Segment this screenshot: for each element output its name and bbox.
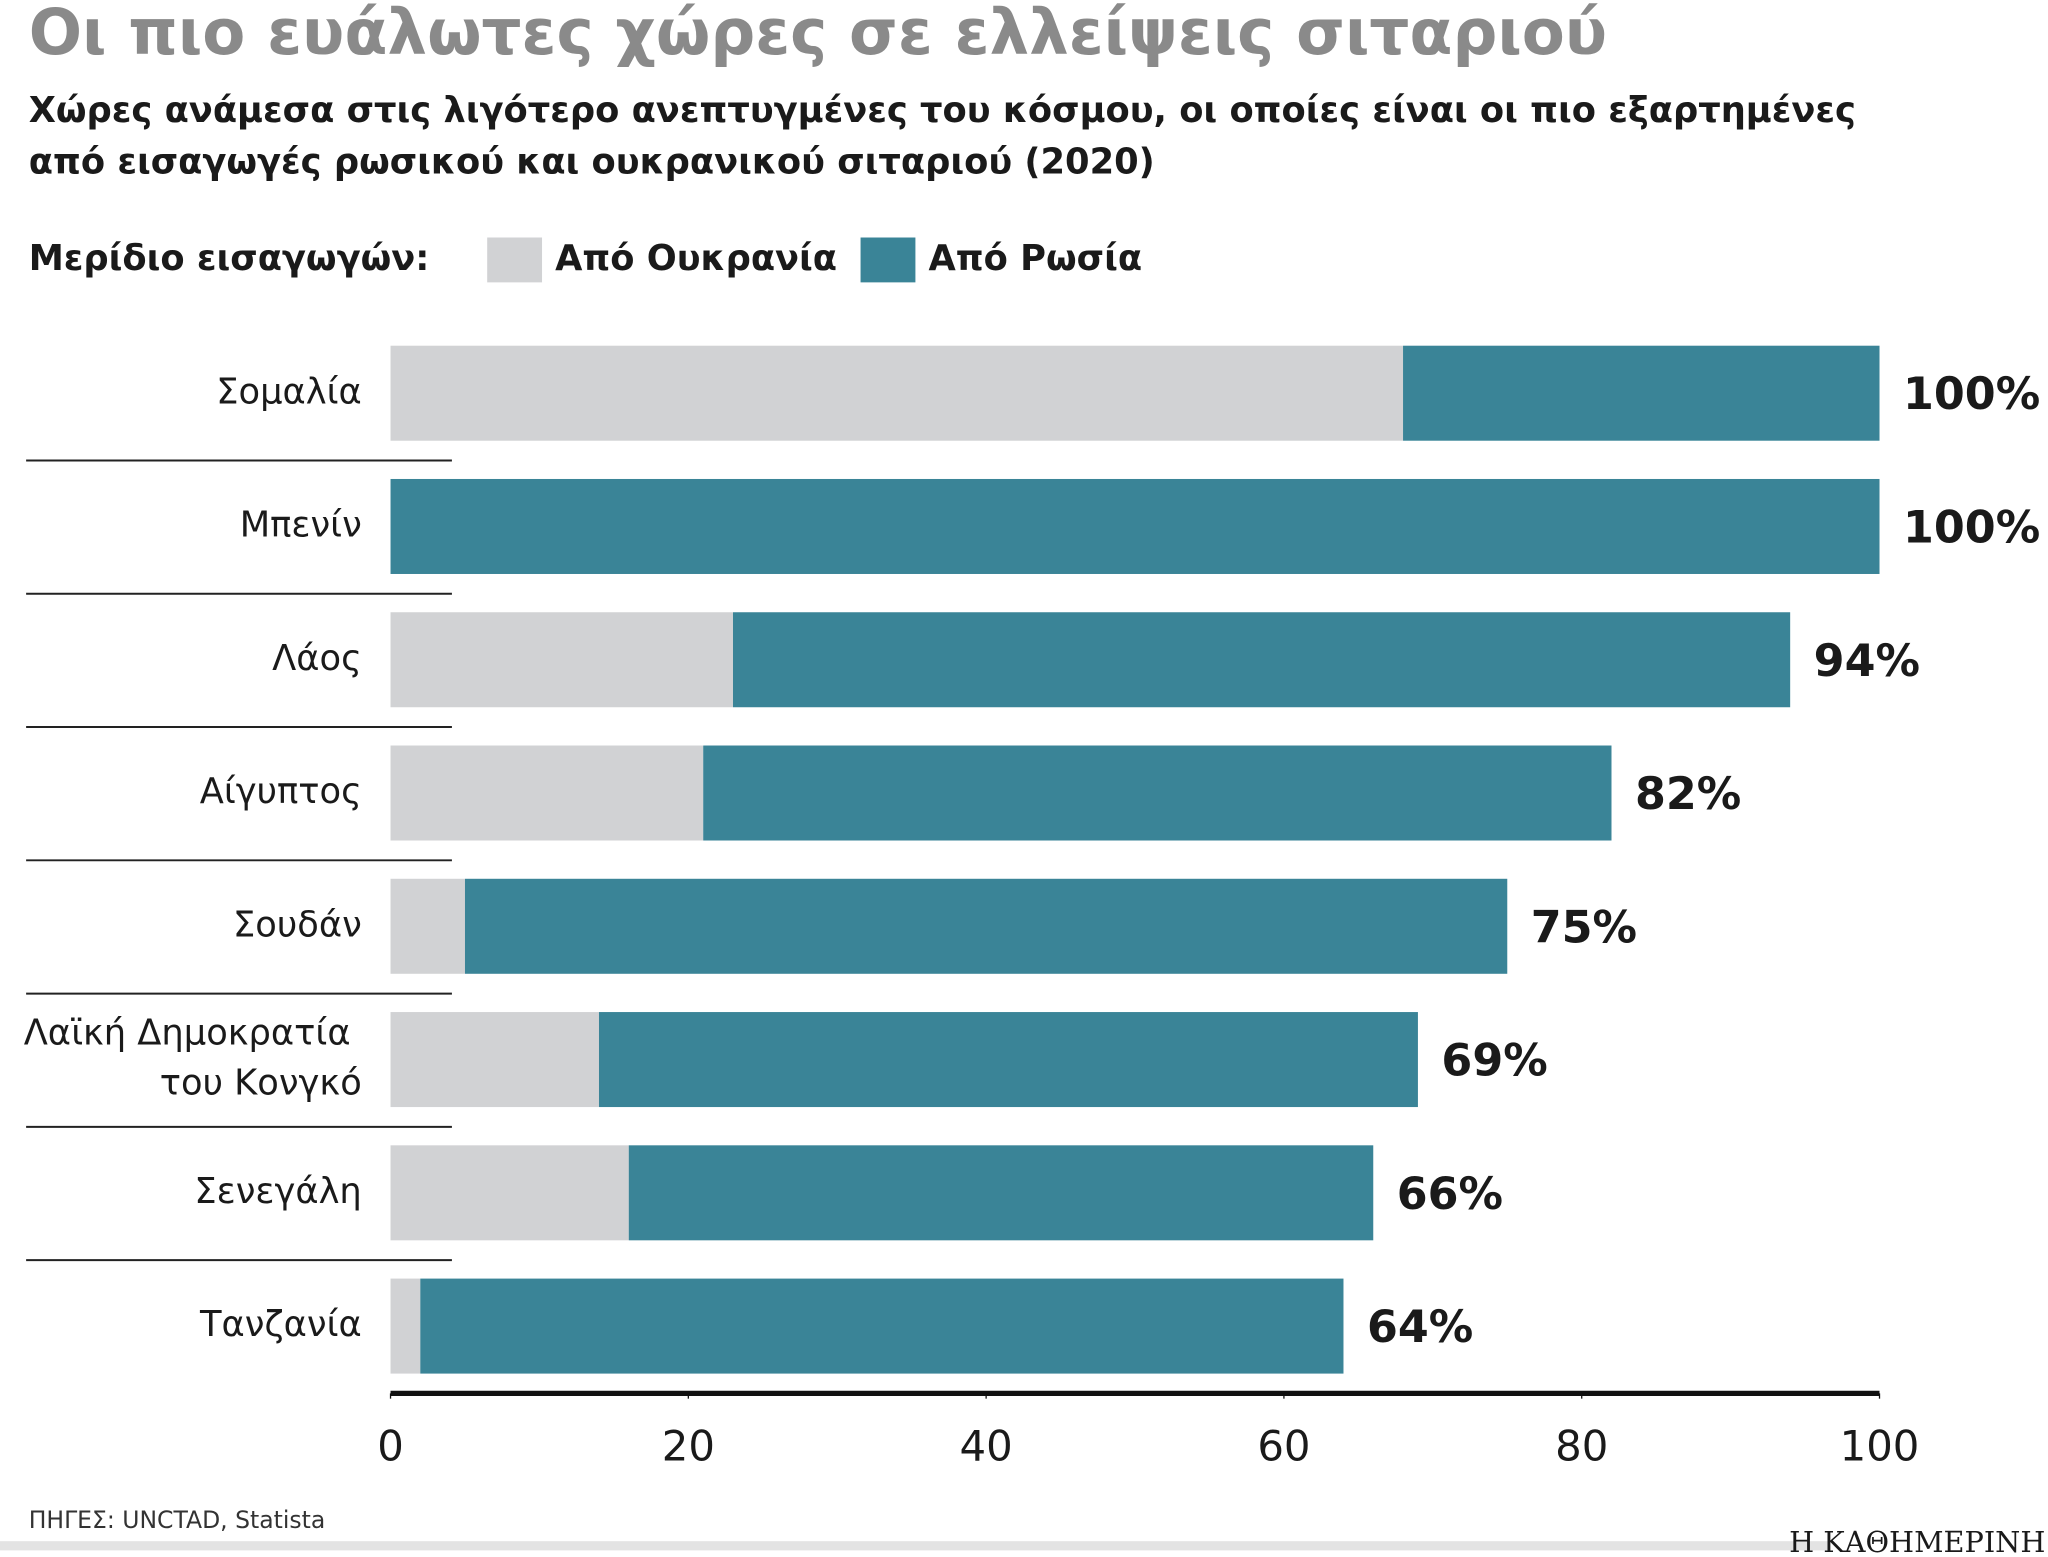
x-tick-label: 80 [1555,1421,1608,1470]
category-label: Σουδάν [233,904,362,945]
legend-title: Μερίδιο εισαγωγών: [29,238,430,279]
total-label: 82% [1635,768,1741,820]
bar-segment [390,745,704,841]
footer-bar [0,1541,1829,1551]
bar-segment [390,345,1404,441]
x-tick-label: 60 [1257,1421,1310,1470]
bar-segment [628,1145,1374,1241]
bar-segment [732,612,1791,708]
total-label: 100% [1903,501,2040,553]
bar-segment [598,1012,1418,1108]
bar-segment [390,1012,599,1108]
subtitle: από εισαγωγές ρωσικού και ουκρανικού σιτ… [29,142,1155,183]
legend-label: Από Ουκρανία [555,238,837,279]
publisher: Η ΚΑΘΗΜΕΡΙΝΗ [1789,1525,2045,1557]
category-label: Τανζανία [199,1304,362,1345]
total-label: 94% [1814,635,1920,687]
bar-segment [390,1278,421,1374]
total-label: 100% [1903,368,2040,420]
bar-segment [420,1278,1344,1374]
category-label: Λαϊκή Δημοκρατία του Κονγκό [24,1012,362,1103]
source: ΠΗΓΕΣ: UNCTAD, Statista [29,1506,326,1534]
total-label: 66% [1397,1168,1503,1220]
legend-swatch [860,237,916,283]
bar-segment [390,612,733,708]
category-label: Σενεγάλη [194,1171,361,1212]
legend-swatch [487,237,543,283]
x-tick-label: 20 [662,1421,715,1470]
total-label: 75% [1531,901,1637,953]
bar-segment [390,878,465,974]
bar-segment [390,478,1880,574]
x-tick-label: 100 [1840,1421,1920,1470]
chart-title: Οι πιο ευάλωτες χώρες σε ελλείψεις σιταρ… [29,0,1607,69]
legend-label: Από Ρωσία [928,238,1142,279]
category-label: Μπενίν [240,504,362,545]
category-label: Αίγυπτος [200,771,362,812]
subtitle: Χώρες ανάμεσα στις λιγότερο ανεπτυγμένες… [29,90,1856,131]
bar-segment [464,878,1508,974]
total-label: 69% [1441,1034,1547,1086]
x-tick-label: 40 [960,1421,1013,1470]
category-label: Σομαλία [216,371,362,412]
category-label: Λάος [272,638,362,679]
bar-segment [1403,345,1880,441]
x-tick-label: 0 [377,1421,404,1470]
bar-segment [390,1145,629,1241]
bar-segment [703,745,1612,841]
total-label: 64% [1367,1301,1473,1353]
